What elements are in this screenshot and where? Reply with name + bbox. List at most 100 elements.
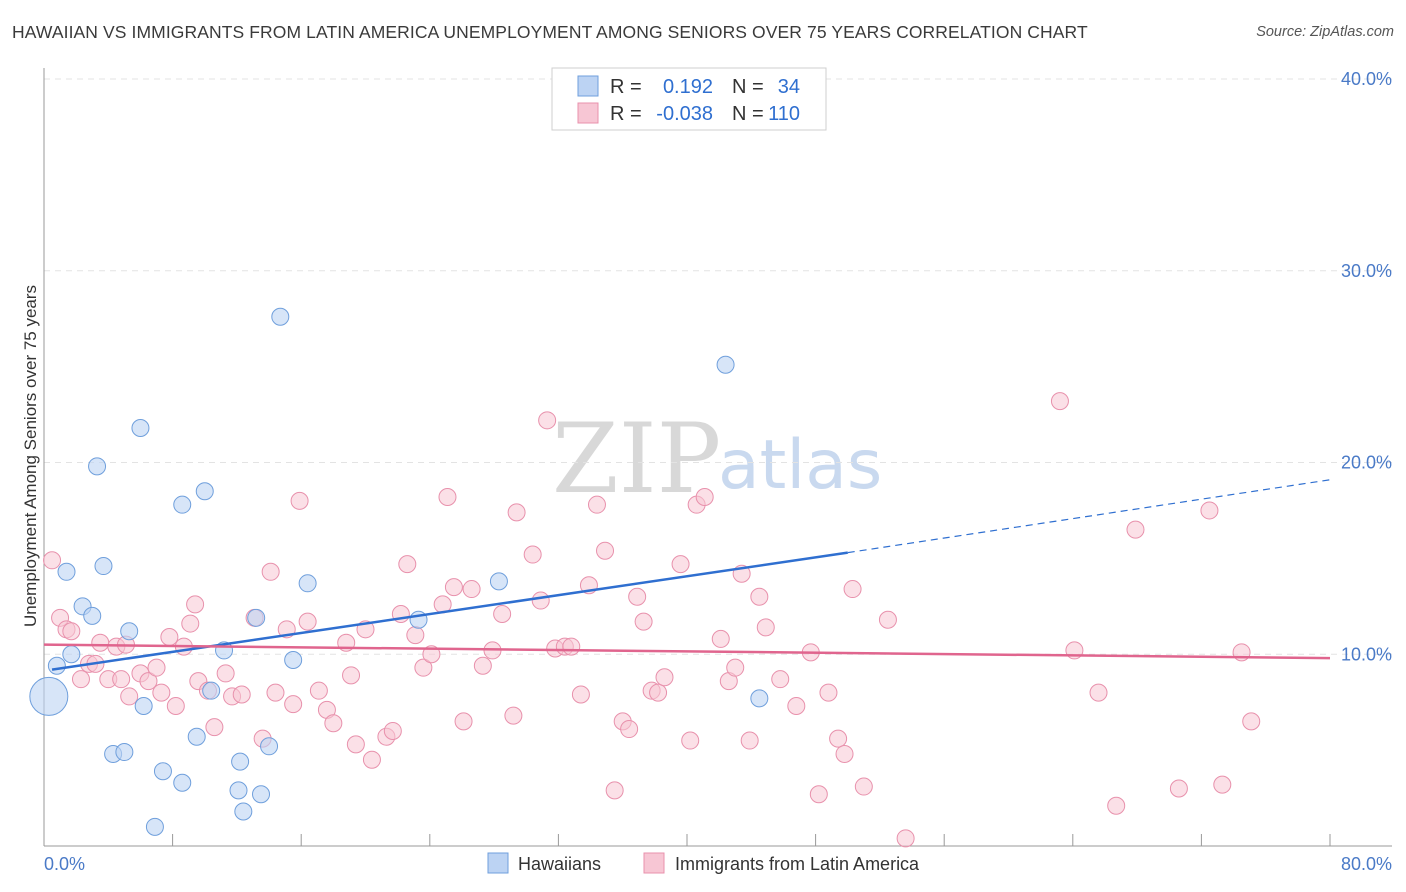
data-point-hawaiians [229, 781, 248, 800]
bottom-legend-swatch-latin-america [643, 852, 665, 874]
data-point-hawaiians [29, 676, 69, 716]
data-point-hawaiians [47, 656, 66, 675]
data-point-latin-america [444, 578, 463, 597]
chart-title: HAWAIIAN VS IMMIGRANTS FROM LATIN AMERIC… [12, 22, 1088, 42]
y-tick-label: 40.0% [1341, 69, 1392, 89]
bottom-legend-label-hawaiians: Hawaiians [518, 854, 601, 874]
data-point-latin-america [649, 683, 668, 702]
data-point-latin-america [756, 618, 775, 637]
data-point-latin-america [1126, 520, 1145, 539]
data-point-hawaiians [173, 495, 192, 514]
data-point-latin-america [493, 604, 512, 623]
data-point-latin-america [809, 785, 828, 804]
data-point-latin-america [166, 697, 185, 716]
y-tick-label: 10.0% [1341, 644, 1392, 664]
data-point-latin-america [854, 777, 873, 796]
data-point-hawaiians [231, 752, 250, 771]
data-point-hawaiians [195, 482, 214, 501]
y-axis-title: Unemployment Among Seniors over 75 years [21, 285, 40, 627]
data-point-latin-america [587, 495, 606, 514]
data-point-latin-america [829, 729, 848, 748]
data-point-latin-america [473, 656, 492, 675]
series-hawaiians-points [29, 307, 769, 836]
data-point-latin-america [232, 685, 251, 704]
x-tick-label-max: 80.0% [1341, 854, 1392, 874]
data-point-latin-america [878, 610, 897, 629]
data-point-latin-america [362, 750, 381, 769]
data-point-hawaiians [202, 681, 221, 700]
legend-r-value-1: 0.192 [663, 76, 713, 98]
data-point-latin-america [835, 744, 854, 763]
legend-n-value-1: 34 [778, 76, 800, 98]
trend-line-hawaiians-extension [847, 479, 1331, 554]
data-point-latin-america [620, 720, 639, 739]
x-axis-ticks [43, 834, 1331, 846]
data-point-latin-america [671, 555, 690, 574]
data-point-hawaiians [131, 418, 150, 437]
data-point-hawaiians [489, 572, 508, 591]
data-point-latin-america [112, 670, 131, 689]
y-tick-label: 20.0% [1341, 453, 1392, 473]
data-point-latin-america [531, 591, 550, 610]
data-point-latin-america [1200, 501, 1219, 520]
data-point-latin-america [681, 731, 700, 750]
legend-r-label-1: R = [610, 76, 642, 98]
data-point-hawaiians [260, 737, 279, 756]
data-point-latin-america [406, 626, 425, 645]
legend-swatch-hawaiians [577, 75, 599, 97]
data-point-latin-america [342, 666, 361, 685]
data-point-hawaiians [187, 727, 206, 746]
data-point-hawaiians [57, 562, 76, 581]
data-point-latin-america [504, 706, 523, 725]
y-tick-labels: 10.0% 20.0% 30.0% 40.0% [1341, 69, 1392, 664]
data-point-latin-america [139, 672, 158, 691]
data-point-latin-america [414, 658, 433, 677]
data-point-hawaiians [120, 622, 139, 641]
data-point-latin-america [750, 587, 769, 606]
data-point-hawaiians [173, 773, 192, 792]
data-point-latin-america [605, 781, 624, 800]
x-tick-label-min: 0.0% [44, 854, 85, 874]
data-point-latin-america [152, 683, 171, 702]
data-point-latin-america [711, 629, 730, 648]
data-point-latin-america [896, 829, 915, 848]
data-point-latin-america [634, 612, 653, 631]
data-point-latin-america [62, 622, 81, 641]
data-point-latin-america [71, 670, 90, 689]
data-point-hawaiians [115, 743, 134, 762]
data-point-latin-america [1107, 796, 1126, 815]
data-point-hawaiians [83, 606, 102, 625]
data-point-latin-america [562, 637, 581, 656]
data-point-latin-america [284, 695, 303, 714]
legend-n-label-2: N = [732, 103, 764, 125]
data-point-latin-america [507, 503, 526, 522]
trend-line-hawaiians [51, 551, 848, 671]
data-point-latin-america [346, 735, 365, 754]
data-point-latin-america [309, 681, 328, 700]
data-point-latin-america [726, 658, 745, 677]
data-point-latin-america [298, 612, 317, 631]
data-point-latin-america [1089, 683, 1108, 702]
data-point-hawaiians [247, 608, 266, 627]
data-point-hawaiians [716, 355, 735, 374]
data-point-latin-america [147, 658, 166, 677]
data-point-latin-america [454, 712, 473, 731]
data-point-latin-america [216, 664, 235, 683]
data-point-latin-america [843, 580, 862, 599]
data-point-latin-america [787, 697, 806, 716]
data-point-hawaiians [145, 817, 164, 836]
data-point-latin-america [628, 587, 647, 606]
data-point-hawaiians [134, 697, 153, 716]
data-point-latin-america [290, 491, 309, 510]
data-point-latin-america [819, 683, 838, 702]
watermark: ZIP atlas [552, 403, 882, 515]
watermark-zip: ZIP [552, 403, 721, 515]
watermark-atlas: atlas [718, 426, 882, 505]
bottom-legend-swatch-hawaiians [487, 852, 509, 874]
legend-n-value-2: 110 [768, 103, 800, 125]
data-point-latin-america [383, 721, 402, 740]
data-point-hawaiians [271, 307, 290, 326]
bottom-legend-label-latin-america: Immigrants from Latin America [675, 854, 920, 874]
data-point-latin-america [205, 718, 224, 737]
